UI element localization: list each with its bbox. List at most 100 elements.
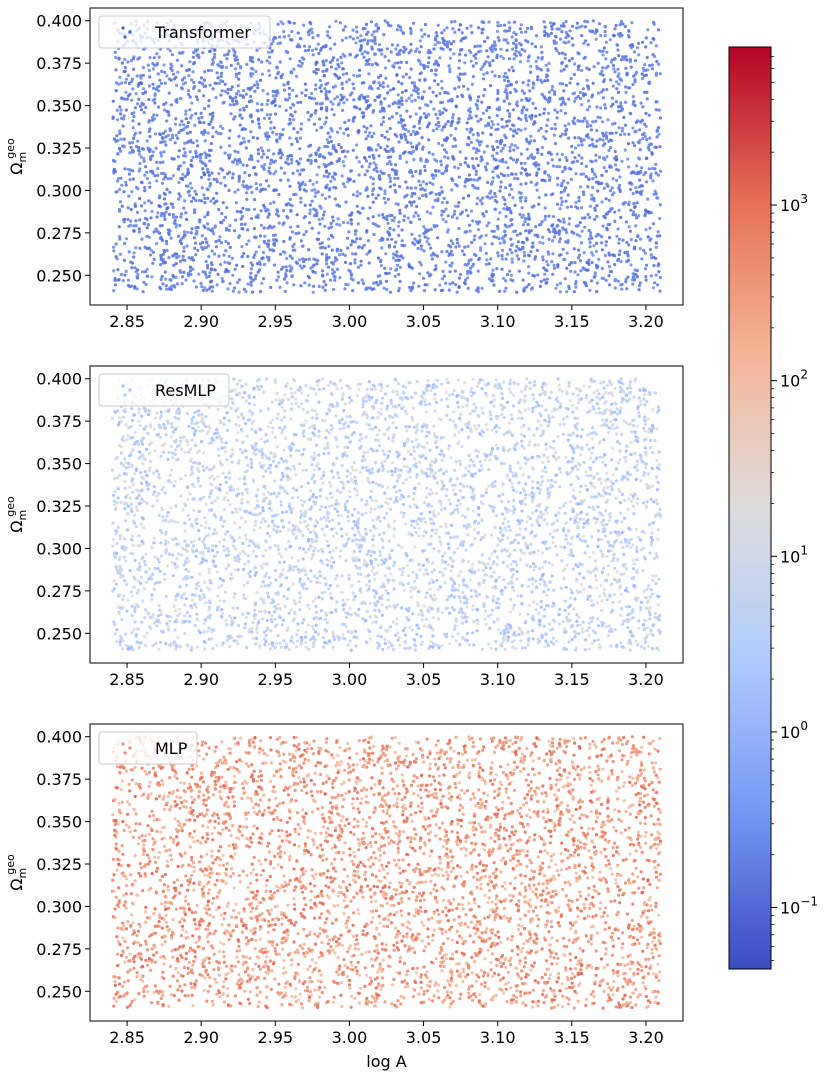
scatter-point <box>472 166 476 170</box>
scatter-point <box>315 101 319 105</box>
scatter-point <box>128 168 133 172</box>
scatter-point <box>467 173 471 177</box>
scatter-point <box>143 189 147 193</box>
scatter-point <box>123 80 127 85</box>
scatter-point <box>195 232 199 236</box>
scatter-point <box>219 220 223 224</box>
scatter-point <box>226 52 230 57</box>
scatter-point <box>166 133 170 137</box>
scatter-point <box>593 217 597 221</box>
scatter-point <box>199 281 203 285</box>
scatter-point <box>418 272 422 276</box>
scatter-point <box>333 259 337 263</box>
scatter-point <box>191 55 195 59</box>
scatter-point <box>515 244 519 249</box>
scatter-points <box>111 19 663 294</box>
scatter-point <box>620 159 624 163</box>
scatter-point <box>121 279 125 283</box>
scatter-point <box>246 282 250 286</box>
scatter-point <box>395 390 399 394</box>
scatter-point <box>365 59 369 64</box>
scatter-point <box>329 179 333 183</box>
scatter-point <box>466 286 470 290</box>
scatter-point <box>318 153 322 157</box>
scatter-point <box>466 269 470 273</box>
scatter-point <box>282 30 286 34</box>
scatter-point <box>144 105 148 110</box>
scatter-point <box>206 170 210 174</box>
scatter-point <box>363 173 367 177</box>
scatter-point <box>257 58 261 62</box>
scatter-point <box>620 287 624 291</box>
scatter-point <box>572 247 576 251</box>
scatter-point <box>249 154 253 158</box>
scatter-point <box>633 78 637 82</box>
scatter-point <box>543 206 547 210</box>
scatter-point <box>585 124 590 129</box>
scatter-point <box>377 43 382 47</box>
scatter-point <box>283 171 287 175</box>
scatter-point <box>173 218 177 223</box>
scatter-point <box>417 284 421 288</box>
scatter-point <box>428 86 432 90</box>
scatter-point <box>369 124 373 128</box>
scatter-point <box>140 270 145 274</box>
scatter-point <box>307 144 311 148</box>
scatter-point <box>601 138 605 142</box>
scatter-point <box>578 234 582 238</box>
scatter-point <box>310 96 314 100</box>
scatter-point <box>579 269 583 273</box>
scatter-point <box>649 211 653 215</box>
scatter-point <box>401 118 406 122</box>
scatter-point <box>422 232 426 236</box>
scatter-point <box>534 34 539 38</box>
scatter-point <box>634 186 638 190</box>
scatter-point <box>508 26 512 30</box>
scatter-point <box>201 51 205 55</box>
scatter-point <box>114 89 118 93</box>
scatter-point <box>234 218 238 222</box>
scatter-point <box>437 124 441 128</box>
scatter-point <box>163 270 167 274</box>
scatter-point <box>588 204 593 208</box>
scatter-point <box>392 183 396 187</box>
scatter-point <box>285 281 289 285</box>
scatter-point <box>175 97 179 101</box>
scatter-point <box>550 127 554 131</box>
scatter-point <box>619 133 623 137</box>
scatter-point <box>118 75 122 79</box>
scatter-point <box>522 250 526 254</box>
scatter-point <box>648 136 652 140</box>
scatter-point <box>303 203 307 207</box>
scatter-point <box>163 217 167 221</box>
scatter-point <box>395 28 399 32</box>
scatter-point <box>495 139 499 143</box>
scatter-point <box>222 175 226 180</box>
scatter-point <box>116 138 120 143</box>
scatter-point <box>211 285 215 289</box>
scatter-point <box>465 121 469 125</box>
scatter-point <box>306 110 310 114</box>
scatter-point <box>260 155 264 159</box>
scatter-point <box>390 43 394 47</box>
scatter-point <box>398 211 402 215</box>
scatter-point <box>182 161 186 165</box>
scatter-point <box>245 62 249 66</box>
scatter-point <box>167 231 171 235</box>
scatter-point <box>436 588 440 592</box>
scatter-point <box>643 403 647 407</box>
scatter-point <box>157 472 161 476</box>
scatter-point <box>640 40 645 44</box>
scatter-point <box>242 127 246 131</box>
scatter-point <box>132 111 136 115</box>
scatter-point <box>272 263 277 267</box>
scatter-point <box>553 127 558 131</box>
scatter-point <box>300 266 304 270</box>
scatter-point <box>529 139 533 143</box>
scatter-point <box>358 39 362 43</box>
scatter-point <box>600 131 605 135</box>
scatter-point <box>327 587 331 591</box>
scatter-point <box>263 187 267 191</box>
scatter-point <box>387 23 391 27</box>
scatter-point <box>513 128 517 132</box>
